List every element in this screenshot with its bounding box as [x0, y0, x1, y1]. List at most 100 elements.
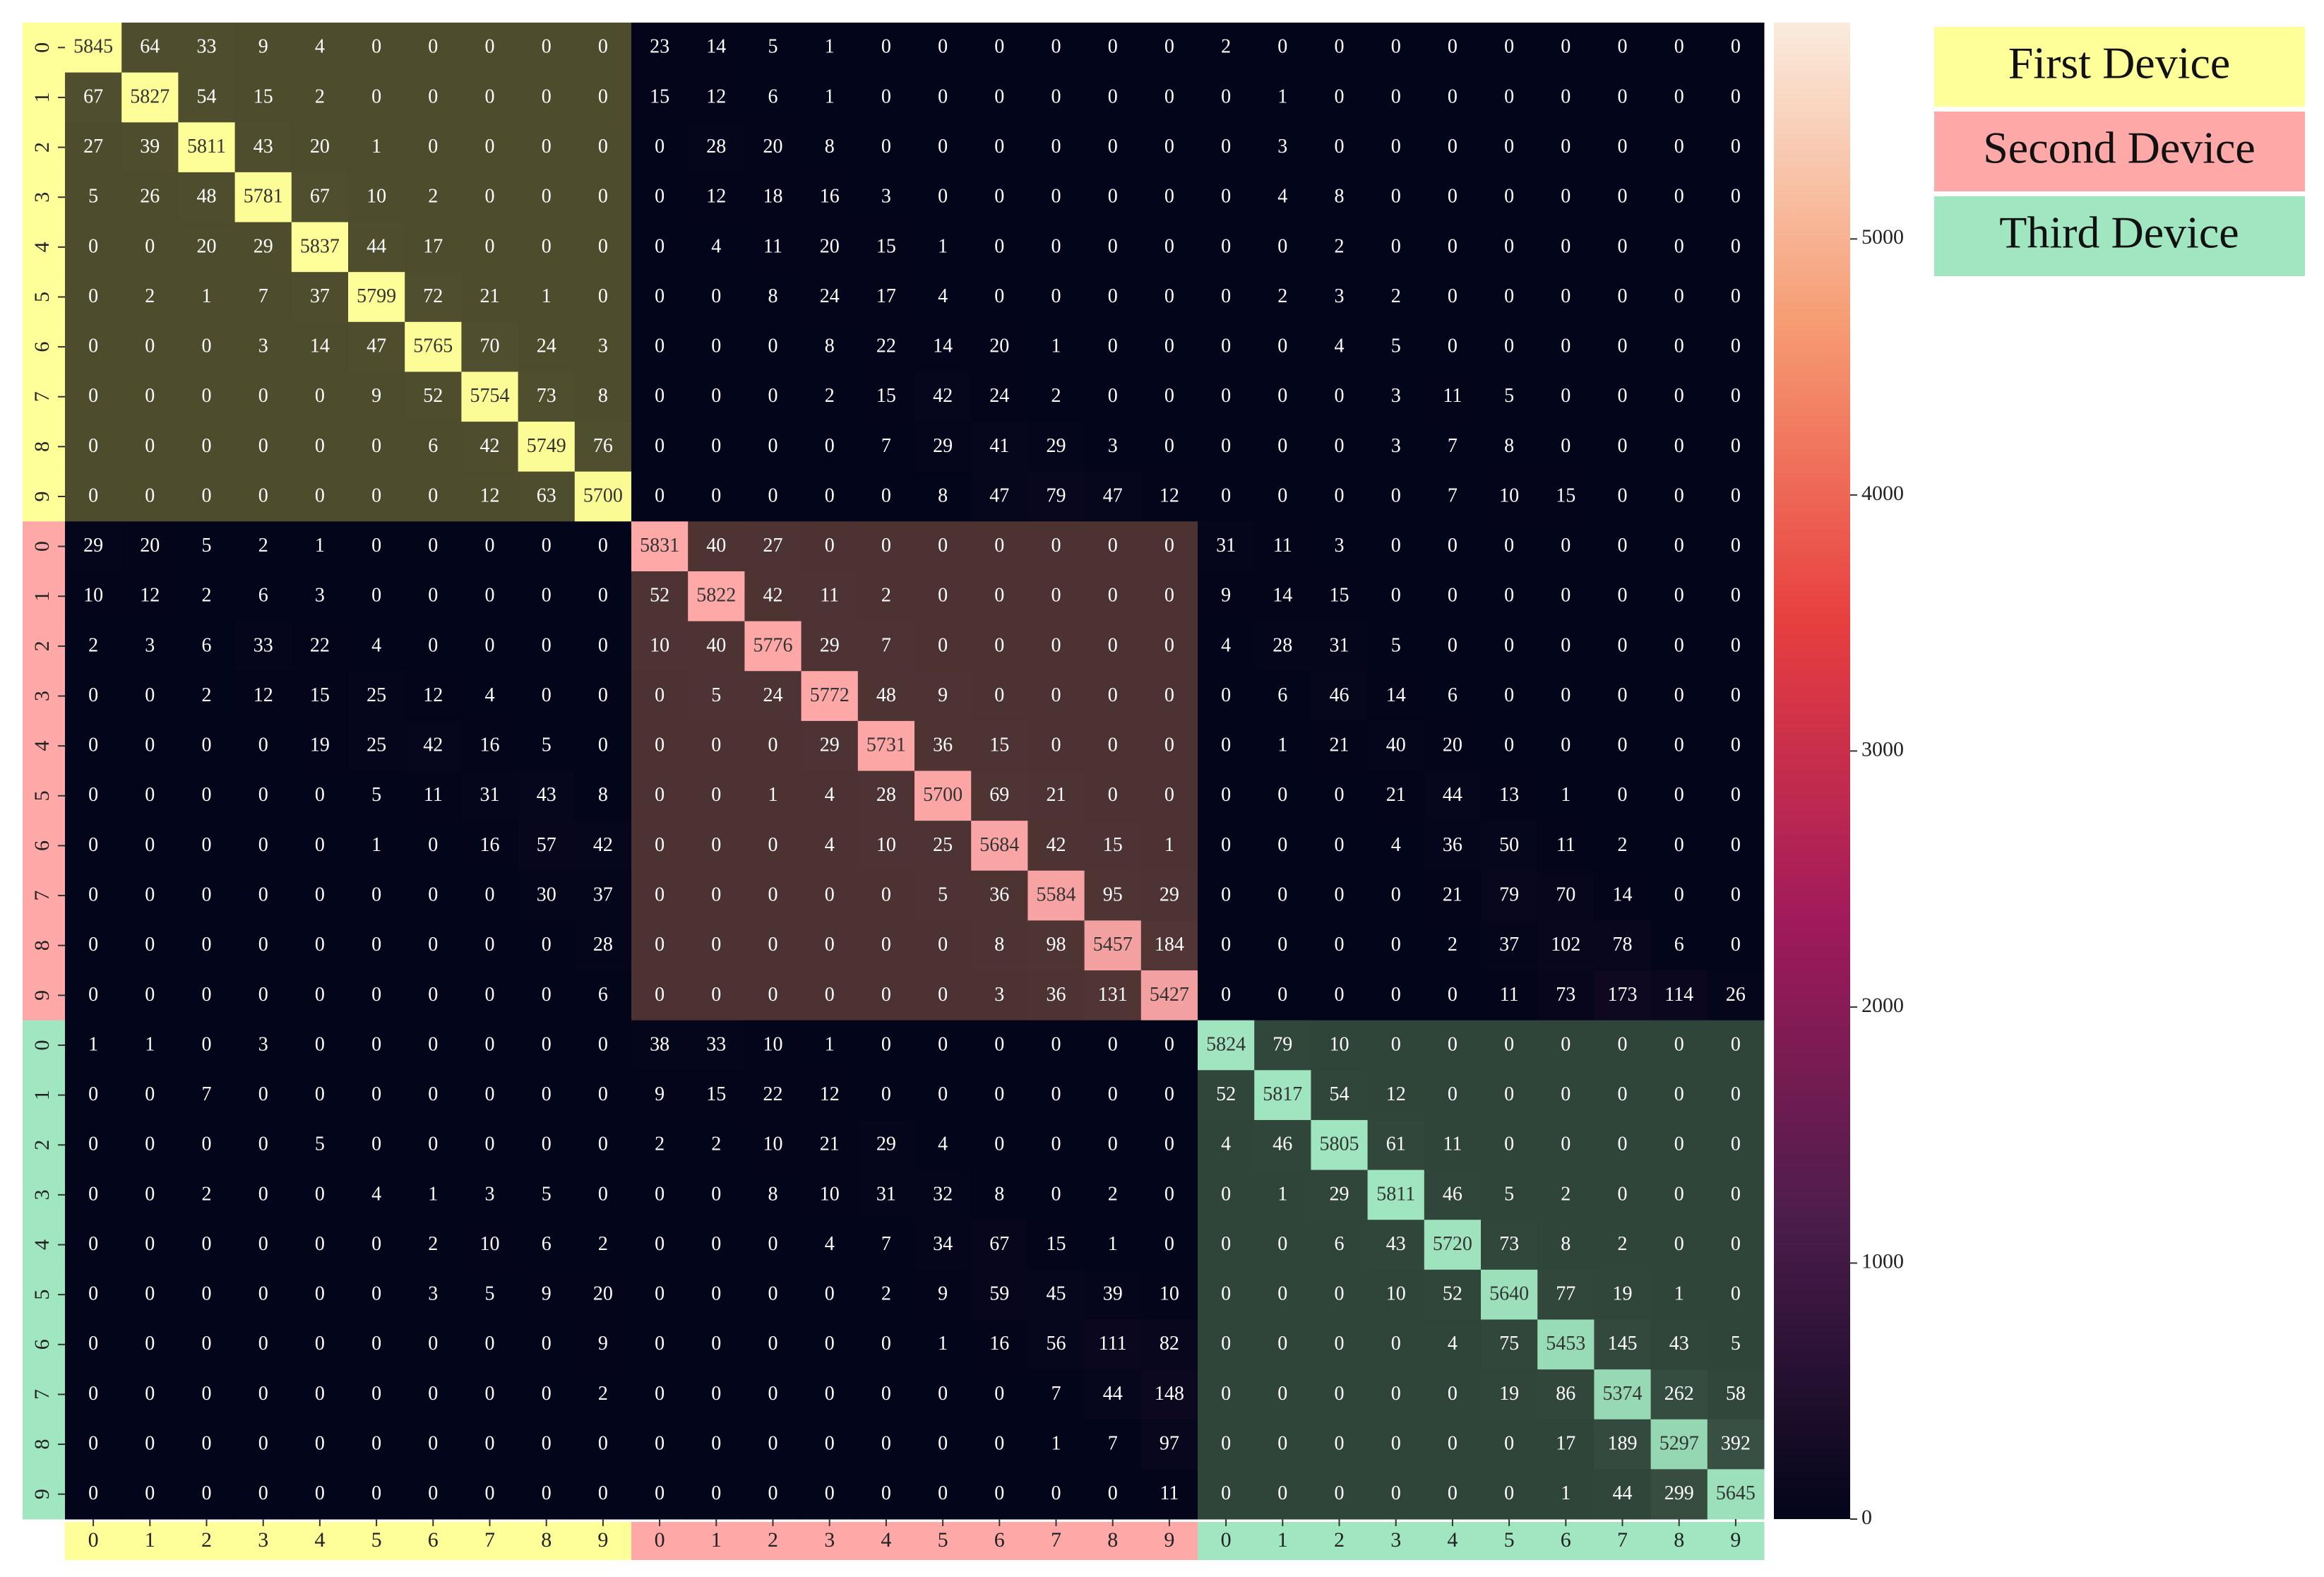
heatmap-cell	[1084, 1070, 1142, 1121]
heatmap-cell	[688, 471, 745, 522]
heatmap-cell	[1707, 371, 1765, 422]
heatmap-cell	[1367, 172, 1425, 223]
heatmap-cell	[234, 1020, 292, 1071]
heatmap-cell	[1311, 621, 1369, 672]
cell-label: 69	[989, 784, 1009, 806]
heatmap-cell	[1424, 122, 1482, 173]
cell-label: 0	[1221, 734, 1231, 756]
heatmap-cell	[1254, 72, 1311, 123]
heatmap-cell	[1650, 1269, 1708, 1320]
heatmap-cell	[971, 1020, 1028, 1071]
heatmap-cell	[1424, 1220, 1482, 1270]
cell-label: 0	[881, 1432, 891, 1454]
cell-label: 43	[537, 784, 556, 806]
cell-label: 5799	[357, 285, 396, 307]
heatmap-cell	[1027, 1319, 1085, 1370]
heatmap-cell	[405, 1220, 462, 1270]
cell-label: 73	[1556, 984, 1575, 1006]
cell-label: 6	[1448, 684, 1458, 706]
heatmap-cell	[1198, 1469, 1255, 1520]
cell-label: 0	[145, 1233, 155, 1255]
heatmap-cell	[461, 621, 519, 672]
heatmap-cell	[1367, 870, 1425, 921]
cell-label: 0	[1618, 1183, 1628, 1205]
row-label: 2	[30, 641, 54, 651]
cell-label: 2	[655, 1133, 665, 1155]
heatmap-cell	[1481, 371, 1538, 422]
col-label: 7	[1051, 1528, 1061, 1552]
cell-label: 4	[1221, 634, 1231, 656]
heatmap-cell	[1594, 122, 1652, 173]
heatmap-cell	[914, 371, 972, 422]
heatmap-cell	[1650, 671, 1708, 722]
cell-label: 10	[876, 834, 896, 856]
cell-label: 0	[1108, 1083, 1118, 1105]
heatmap-cell	[291, 422, 349, 472]
cell-label: 0	[598, 1482, 608, 1504]
heatmap-cell	[1707, 1469, 1765, 1520]
col-label: 8	[1674, 1528, 1684, 1552]
cell-label: 0	[711, 984, 721, 1006]
cell-label: 0	[711, 1333, 721, 1355]
cell-label: 0	[994, 36, 1004, 58]
heatmap-cell	[1084, 1269, 1142, 1320]
cell-label: 67	[83, 85, 103, 107]
col-label: 0	[1221, 1528, 1232, 1552]
cell-label: 0	[768, 385, 778, 407]
heatmap-cell	[121, 1119, 179, 1171]
cell-label: 2	[1335, 235, 1345, 257]
cell-label: 1	[1674, 1283, 1684, 1305]
cell-label: 0	[881, 1333, 891, 1355]
cell-label: 0	[1674, 1183, 1684, 1205]
heatmap-cell	[914, 770, 972, 821]
heatmap-cell	[857, 371, 915, 422]
col-label: 2	[201, 1528, 212, 1552]
heatmap-cell	[688, 571, 745, 622]
heatmap-cell	[65, 671, 122, 722]
cell-label: 0	[145, 235, 155, 257]
cell-label: 0	[1674, 235, 1684, 257]
cell-label: 0	[428, 1333, 438, 1355]
heatmap-cell	[1084, 272, 1142, 323]
heatmap-cell	[574, 1269, 632, 1320]
cell-label: 0	[1277, 884, 1287, 906]
heatmap-cell	[1084, 471, 1142, 522]
cell-label: 0	[1335, 1482, 1345, 1504]
heatmap-cell	[405, 72, 462, 123]
heatmap-cell	[291, 621, 349, 672]
heatmap-cell	[1084, 1220, 1142, 1270]
heatmap-cell	[574, 821, 632, 871]
cell-label: 5765	[413, 335, 453, 357]
heatmap-cell	[1198, 521, 1255, 572]
heatmap-cell	[688, 1220, 745, 1270]
heatmap-cell	[234, 1070, 292, 1121]
heatmap-cell	[1084, 870, 1142, 921]
cell-label: 0	[825, 1333, 835, 1355]
cell-label: 0	[1561, 335, 1571, 357]
cell-label: 0	[994, 1482, 1004, 1504]
cell-label: 9	[938, 1283, 948, 1305]
cell-label: 0	[1504, 1033, 1514, 1055]
heatmap-cell	[518, 1119, 576, 1171]
cell-label: 5	[768, 36, 778, 58]
cell-label: 0	[1618, 136, 1628, 157]
heatmap-cell	[1254, 621, 1311, 672]
heatmap-cell	[1481, 272, 1538, 323]
cell-label: 21	[480, 285, 500, 307]
heatmap-cell	[518, 770, 576, 821]
heatmap-cell	[291, 1070, 349, 1121]
cell-label: 42	[933, 385, 953, 407]
heatmap-cell	[1367, 371, 1425, 422]
cell-label: 0	[655, 385, 665, 407]
cell-label: 0	[202, 934, 212, 956]
cell-label: 0	[1164, 36, 1174, 58]
cell-label: 0	[1335, 1383, 1345, 1405]
cell-label: 0	[88, 884, 98, 906]
cell-label: 0	[655, 484, 665, 506]
cell-label: 0	[1731, 36, 1741, 58]
heatmap-cell	[1707, 1369, 1765, 1420]
cell-label: 2	[1618, 1233, 1628, 1255]
heatmap-cell	[631, 1369, 689, 1420]
cell-label: 0	[655, 1233, 665, 1255]
cell-label: 0	[598, 186, 608, 208]
